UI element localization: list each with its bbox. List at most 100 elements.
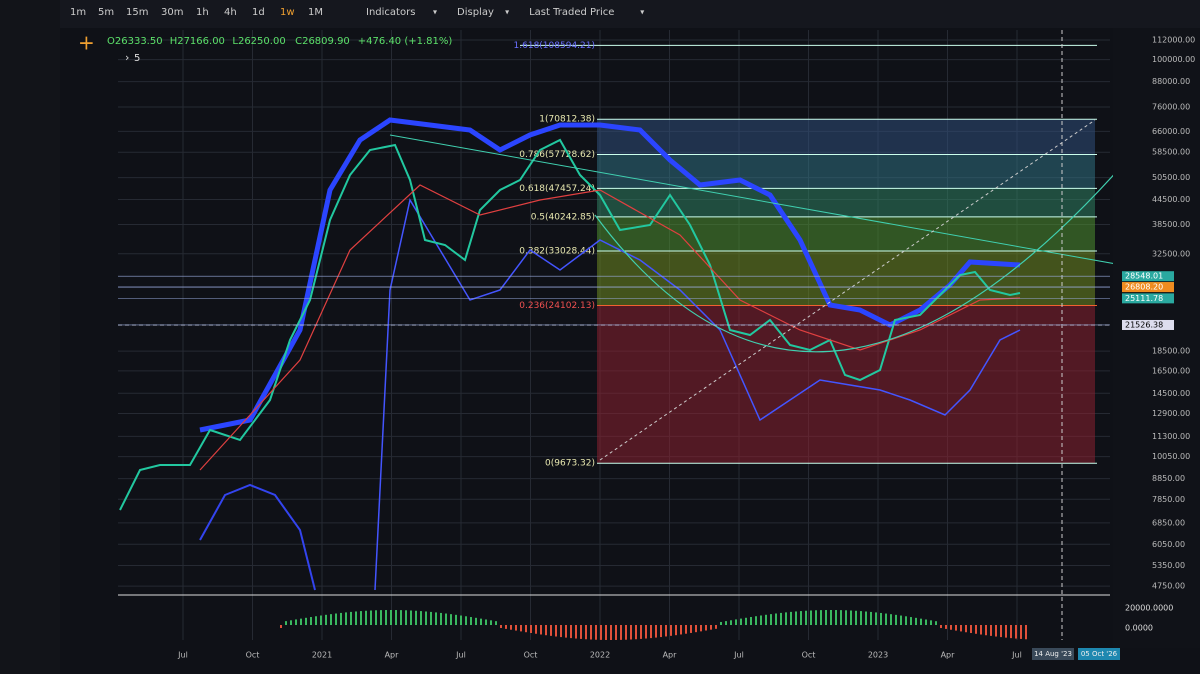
menu-button[interactable]: Display bbox=[457, 7, 494, 18]
histogram-bar bbox=[955, 625, 957, 631]
histogram-bar bbox=[485, 619, 487, 625]
histogram-bar bbox=[785, 612, 787, 625]
histogram-bar bbox=[360, 611, 362, 625]
histogram-bar bbox=[870, 611, 872, 625]
histogram-bar bbox=[910, 617, 912, 625]
histogram-bar bbox=[890, 614, 892, 625]
price-label: 76000.00 bbox=[1152, 103, 1190, 112]
histogram-bar bbox=[830, 610, 832, 625]
fib-label: 0.236(24102.13) bbox=[519, 301, 595, 311]
price-label: 10050.00 bbox=[1152, 452, 1190, 461]
ohlc-value: O26333.50 bbox=[107, 36, 163, 47]
histogram-bar bbox=[605, 625, 607, 640]
histogram-bar bbox=[590, 625, 592, 640]
time-label: Jul bbox=[733, 651, 744, 660]
interval-button[interactable]: 30m bbox=[161, 7, 183, 18]
price-label: 66000.00 bbox=[1152, 127, 1190, 136]
time-label: 2021 bbox=[312, 651, 332, 660]
histogram-bar bbox=[940, 625, 942, 629]
menu-button[interactable]: Indicators bbox=[366, 7, 415, 18]
histogram-bar bbox=[920, 618, 922, 625]
time-label: Apr bbox=[941, 651, 956, 660]
time-tag bbox=[1078, 648, 1120, 660]
histogram-bar bbox=[875, 612, 877, 625]
histogram-bar bbox=[320, 615, 322, 625]
histogram-bar bbox=[915, 617, 917, 625]
price-label: 38500.00 bbox=[1152, 220, 1190, 229]
histogram-bar bbox=[825, 610, 827, 625]
histogram-bar bbox=[950, 625, 952, 630]
ohlc-value: L26250.00 bbox=[232, 36, 285, 47]
price-label: 4750.00 bbox=[1152, 582, 1185, 591]
histogram-bar bbox=[835, 610, 837, 625]
fib-zone bbox=[597, 216, 1095, 252]
price-label: 12900.00 bbox=[1152, 409, 1190, 418]
histogram-bar bbox=[670, 625, 672, 636]
histogram-bar bbox=[445, 613, 447, 625]
histogram-bar bbox=[650, 625, 652, 639]
price-tag bbox=[1122, 293, 1174, 304]
histogram-bar bbox=[620, 625, 622, 640]
histogram-bar bbox=[740, 618, 742, 625]
histogram-bar bbox=[430, 611, 432, 625]
crosshair-tool[interactable]: + bbox=[78, 31, 95, 55]
histogram-bar bbox=[855, 610, 857, 625]
oscillator-label: 20000.0000 bbox=[1125, 604, 1173, 613]
price-tag-label: 26808.20 bbox=[1125, 283, 1163, 292]
interval-button[interactable]: 1m bbox=[70, 7, 86, 18]
histogram-bar bbox=[965, 625, 967, 633]
time-label: Apr bbox=[385, 651, 400, 660]
fib-label: 1.618(108594.21) bbox=[514, 41, 595, 51]
menu-button[interactable]: Last Traded Price bbox=[529, 7, 614, 18]
histogram-bar bbox=[530, 625, 532, 634]
histogram-bar bbox=[810, 610, 812, 625]
price-tag-label: 28548.01 bbox=[1125, 272, 1163, 281]
histogram-bar bbox=[295, 619, 297, 625]
histogram-bar bbox=[865, 611, 867, 625]
histogram-bar bbox=[525, 625, 527, 633]
moving-average bbox=[199, 184, 1021, 471]
histogram-bar bbox=[710, 625, 712, 630]
histogram-bar bbox=[1010, 625, 1012, 639]
price-label: 16500.00 bbox=[1152, 366, 1190, 375]
histogram-bar bbox=[640, 625, 642, 639]
fib-label: 0.382(33028.44) bbox=[519, 247, 595, 257]
price-tag bbox=[1122, 282, 1174, 293]
histogram-bar bbox=[675, 625, 677, 636]
collapse-icon[interactable]: › bbox=[125, 51, 129, 64]
interval-button[interactable]: 1d bbox=[252, 7, 265, 18]
dropdown-arrow: ▾ bbox=[505, 8, 509, 17]
histogram-bar bbox=[990, 625, 992, 636]
interval-button[interactable]: 1w bbox=[280, 7, 295, 18]
histogram-bar bbox=[775, 613, 777, 625]
interval-button[interactable]: 1h bbox=[196, 7, 209, 18]
time-label: Oct bbox=[802, 651, 816, 660]
histogram-bar bbox=[505, 625, 507, 629]
histogram-bar bbox=[745, 617, 747, 625]
histogram-bar bbox=[715, 625, 717, 629]
histogram-bar bbox=[535, 625, 537, 634]
cup-curve bbox=[594, 144, 1141, 353]
histogram-bar bbox=[365, 610, 367, 625]
interval-button[interactable]: 4h bbox=[224, 7, 237, 18]
lower-band bbox=[374, 198, 1021, 591]
oscillator-label: 0.0000 bbox=[1125, 624, 1153, 633]
interval-button[interactable]: 5m bbox=[98, 7, 114, 18]
histogram-bar bbox=[630, 625, 632, 640]
histogram-bar bbox=[995, 625, 997, 637]
histogram-bar bbox=[720, 621, 722, 625]
histogram-bar bbox=[465, 616, 467, 625]
histogram-bar bbox=[425, 611, 427, 625]
interval-button[interactable]: 15m bbox=[126, 7, 148, 18]
histogram-bar bbox=[770, 614, 772, 625]
time-label: Jul bbox=[455, 651, 466, 660]
interval-button[interactable]: 1M bbox=[308, 7, 323, 18]
histogram-bar bbox=[400, 610, 402, 625]
histogram-bar bbox=[555, 625, 557, 637]
time-label: Oct bbox=[246, 651, 260, 660]
price-label: 11300.00 bbox=[1152, 432, 1190, 441]
study-count: 5 bbox=[134, 53, 140, 64]
price-tag-label: 21526.38 bbox=[1125, 320, 1163, 329]
histogram-bar bbox=[330, 614, 332, 625]
histogram-bar bbox=[520, 625, 522, 632]
